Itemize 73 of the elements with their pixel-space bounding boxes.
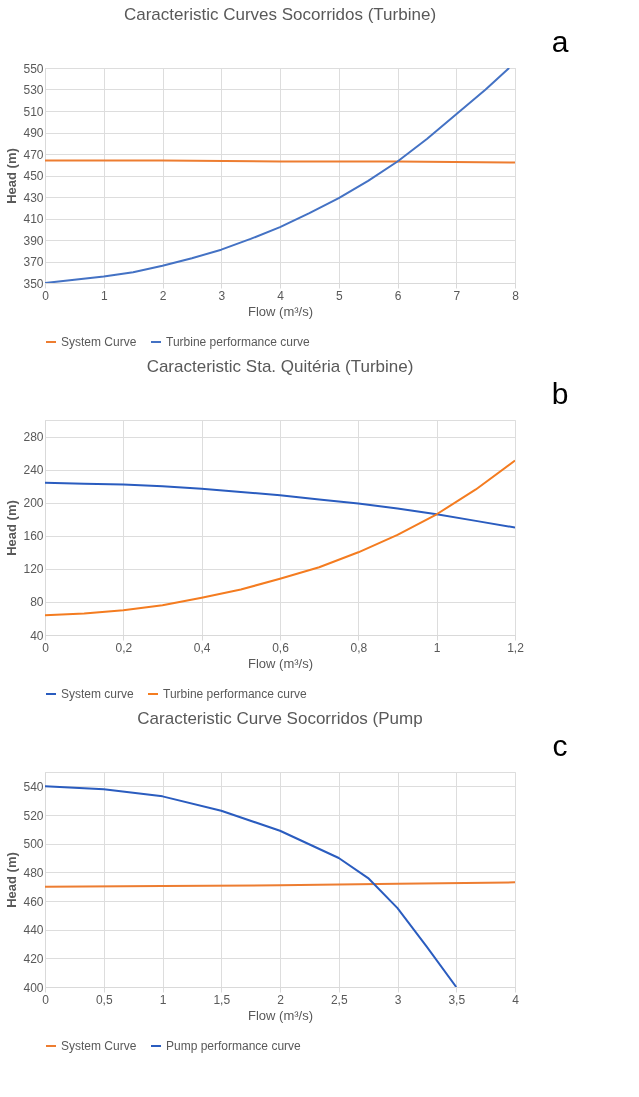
- y-tick-label: 470: [23, 147, 44, 162]
- y-tick-label: 80: [30, 595, 44, 610]
- x-tick-label: 1,2: [507, 640, 525, 655]
- legend-label: System curve: [61, 687, 135, 701]
- y-axis-title: Head (m): [4, 852, 20, 908]
- line-series: [45, 481, 515, 529]
- legend-label: Turbine performance curve: [163, 687, 307, 701]
- y-tick-label: 280: [23, 430, 44, 445]
- y-tick-label: 540: [23, 779, 44, 794]
- y-axis-title: Head (m): [4, 148, 20, 204]
- x-tick-label: 4: [512, 992, 520, 1007]
- y-tick-label: 350: [23, 276, 44, 291]
- x-tick-label: 2: [277, 992, 285, 1007]
- y-tick-label: 390: [23, 233, 44, 248]
- x-tick-label: 1: [433, 640, 441, 655]
- y-tick-label: 520: [23, 808, 44, 823]
- x-tick-label: 5: [335, 288, 343, 303]
- y-tick-label: 40: [30, 628, 44, 643]
- x-tick-label: 0: [42, 288, 50, 303]
- x-tick-label: 3: [394, 992, 402, 1007]
- x-axis-title: Flow (m³/s): [248, 655, 313, 671]
- y-tick-label: 450: [23, 169, 44, 183]
- x-tick-label: 7: [453, 288, 461, 303]
- x-tick-label: 2,5: [330, 992, 348, 1007]
- y-tick-label: 410: [23, 212, 44, 226]
- x-tick-label: 0,8: [350, 640, 368, 655]
- legend-label: Pump performance curve: [166, 1039, 302, 1053]
- x-tick-label: 0,2: [115, 640, 133, 655]
- y-tick-label: 550: [23, 61, 44, 76]
- chart-title: Caracteristic Curve Socorridos (Pump: [137, 709, 423, 728]
- y-tick-label: 370: [23, 255, 44, 269]
- x-tick-label: 0,5: [95, 992, 113, 1007]
- x-tick-label: 1: [159, 992, 167, 1007]
- x-tick-label: 0,4: [193, 640, 211, 655]
- legend-label: System Curve: [61, 1039, 137, 1053]
- x-tick-label: 0,6: [272, 640, 290, 655]
- y-axis-title: Head (m): [4, 500, 20, 556]
- line-series: [45, 68, 511, 283]
- y-tick-label: 490: [23, 126, 44, 140]
- x-tick-label: 8: [512, 288, 520, 303]
- line-series: [45, 459, 515, 617]
- x-axis-title: Flow (m³/s): [248, 1007, 313, 1023]
- y-tick-label: 530: [23, 83, 44, 97]
- legend-label: Turbine performance curve: [166, 335, 310, 349]
- y-tick-label: 460: [23, 894, 44, 909]
- text: a: [551, 25, 569, 58]
- x-tick-label: 1,5: [213, 992, 231, 1007]
- x-tick-label: 3: [218, 288, 226, 303]
- x-tick-label: 2: [159, 288, 167, 303]
- y-tick-label: 200: [23, 496, 44, 511]
- y-tick-label: 240: [23, 463, 44, 478]
- text: c: [552, 729, 568, 762]
- line-series: [45, 785, 458, 987]
- chart-title: Caracteristic Curves Socorridos (Turbine): [123, 5, 437, 24]
- text: b: [551, 377, 569, 410]
- y-tick-label: 120: [23, 562, 44, 577]
- y-tick-label: 160: [23, 529, 44, 544]
- y-tick-label: 500: [23, 837, 44, 852]
- chart-title: Caracteristic Sta. Quitéria (Turbine): [146, 357, 414, 376]
- x-tick-label: 0: [42, 640, 50, 655]
- y-tick-label: 430: [23, 190, 44, 205]
- x-tick-label: 0: [42, 992, 50, 1007]
- x-tick-label: 1: [100, 288, 108, 303]
- y-tick-label: 510: [23, 104, 44, 119]
- y-tick-label: 420: [23, 951, 44, 966]
- x-axis-title: Flow (m³/s): [248, 303, 313, 319]
- y-tick-label: 440: [23, 923, 44, 938]
- x-tick-label: 3,5: [448, 992, 466, 1007]
- x-tick-label: 6: [394, 288, 402, 303]
- x-tick-label: 4: [277, 288, 285, 303]
- legend-label: System Curve: [61, 335, 137, 349]
- y-tick-label: 400: [23, 980, 44, 995]
- y-tick-label: 480: [23, 865, 44, 880]
